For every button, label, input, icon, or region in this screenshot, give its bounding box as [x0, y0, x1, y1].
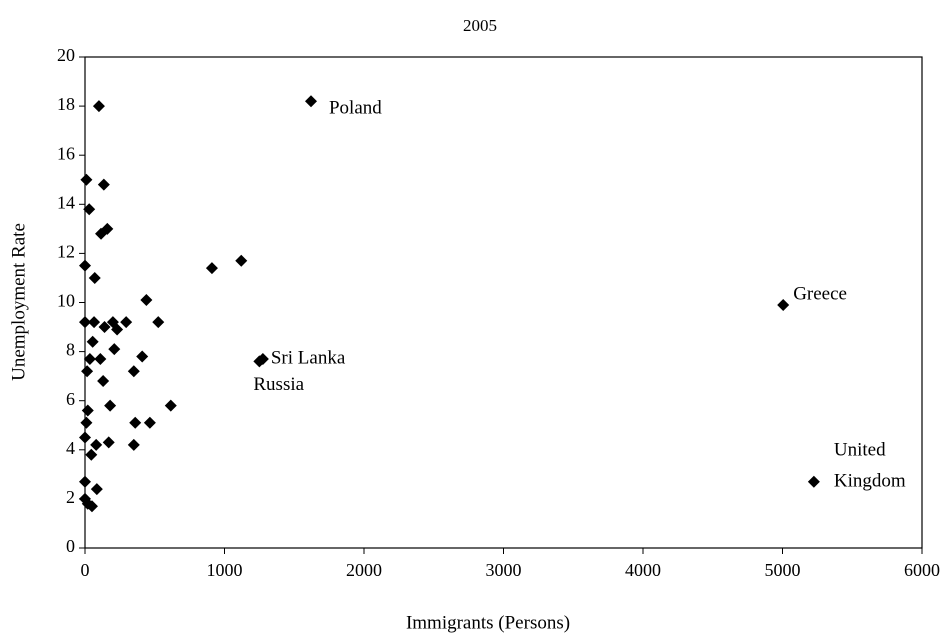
point [88, 271, 101, 284]
point [235, 254, 248, 267]
y-tick-label: 20 [57, 45, 75, 65]
point [807, 475, 820, 488]
x-tick-label: 2000 [346, 560, 382, 580]
point [164, 399, 177, 412]
point [777, 298, 790, 311]
x-tick-label: 0 [81, 560, 90, 580]
point [120, 316, 133, 329]
point-label: United Kingdom [834, 440, 906, 492]
point [79, 316, 91, 329]
point-label: Russia [253, 374, 304, 395]
point [85, 500, 98, 513]
point [97, 178, 110, 191]
point [111, 323, 124, 336]
y-tick-label: 0 [66, 536, 75, 556]
y-tick-label: 10 [57, 291, 75, 311]
point [108, 343, 121, 356]
point [88, 316, 101, 329]
point [136, 350, 149, 363]
point [127, 438, 140, 451]
x-axis-label: Immigrants (Persons) [406, 612, 570, 633]
point [253, 355, 266, 368]
x-tick-label: 6000 [904, 560, 940, 580]
y-tick-label: 2 [66, 487, 75, 507]
point [127, 365, 140, 378]
point [79, 431, 91, 444]
x-tick-label: 4000 [625, 560, 661, 580]
point [81, 404, 94, 417]
point [205, 262, 218, 275]
point-label: Greece [793, 283, 847, 304]
point [95, 227, 108, 240]
point [94, 352, 107, 365]
x-tick-label: 1000 [207, 560, 243, 580]
point [98, 321, 111, 334]
point [79, 259, 91, 272]
point [83, 352, 96, 365]
point [129, 416, 142, 429]
point [92, 100, 105, 113]
y-tick-label: 4 [66, 438, 75, 458]
point [152, 316, 165, 329]
point [85, 448, 98, 461]
point [304, 95, 317, 108]
point [143, 416, 156, 429]
point [104, 399, 117, 412]
point [80, 173, 93, 186]
point [81, 365, 94, 378]
y-tick-label: 6 [66, 389, 75, 409]
y-tick-label: 14 [57, 192, 75, 212]
y-tick-label: 12 [57, 242, 75, 262]
point [83, 203, 96, 216]
point [140, 294, 153, 307]
x-tick-label: 5000 [765, 560, 801, 580]
x-tick-label: 3000 [486, 560, 522, 580]
point [90, 483, 103, 496]
y-tick-label: 16 [57, 143, 75, 163]
point-label: Sri Lanka [271, 347, 346, 368]
y-tick-label: 18 [57, 94, 75, 114]
point [80, 416, 93, 429]
point [90, 438, 103, 451]
y-axis-label: Unemployment Rate [8, 223, 29, 381]
point [97, 375, 110, 388]
y-tick-label: 8 [66, 340, 75, 360]
chart-title: 2005 [463, 16, 497, 35]
point [86, 335, 99, 348]
point-label: Poland [329, 98, 382, 119]
point [79, 475, 91, 488]
point [102, 436, 115, 449]
